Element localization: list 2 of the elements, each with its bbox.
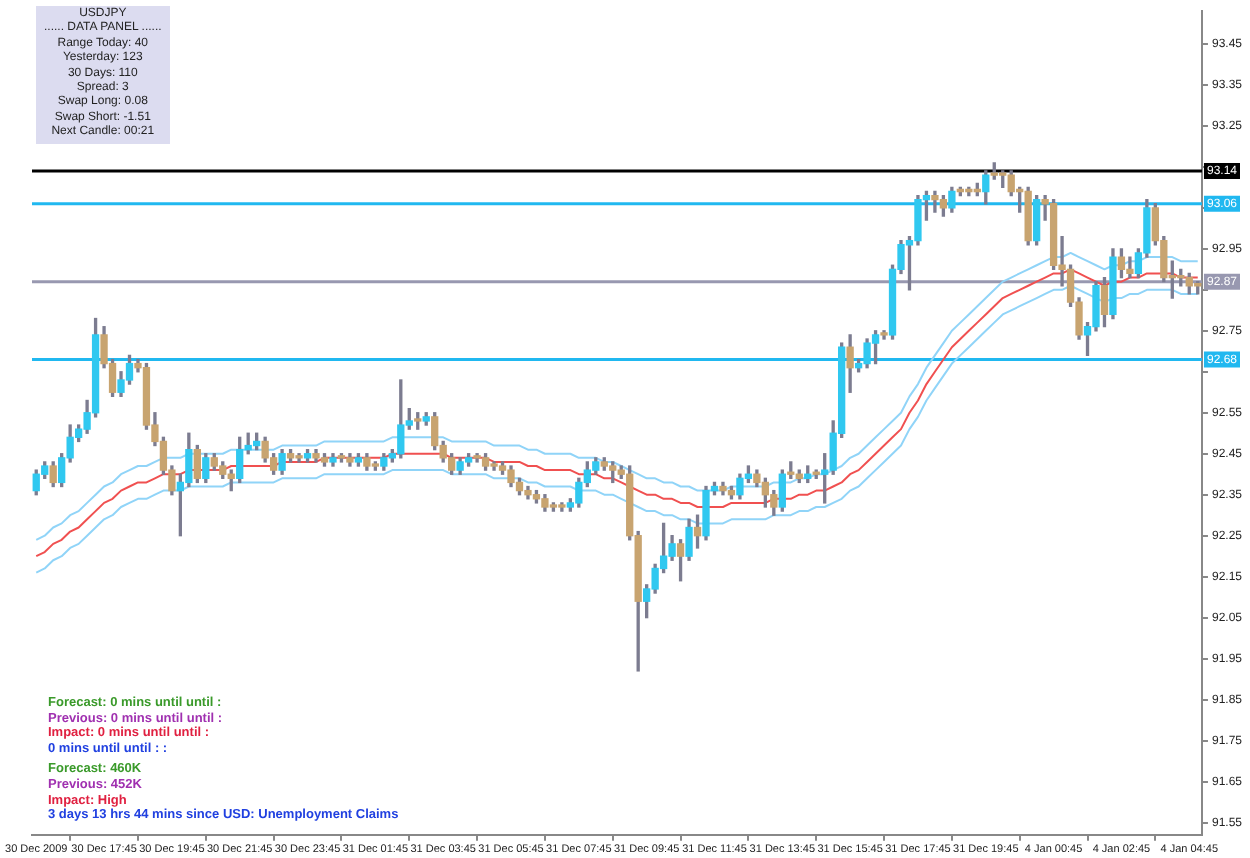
candlestick	[931, 190, 939, 213]
candlestick	[1126, 256, 1134, 279]
